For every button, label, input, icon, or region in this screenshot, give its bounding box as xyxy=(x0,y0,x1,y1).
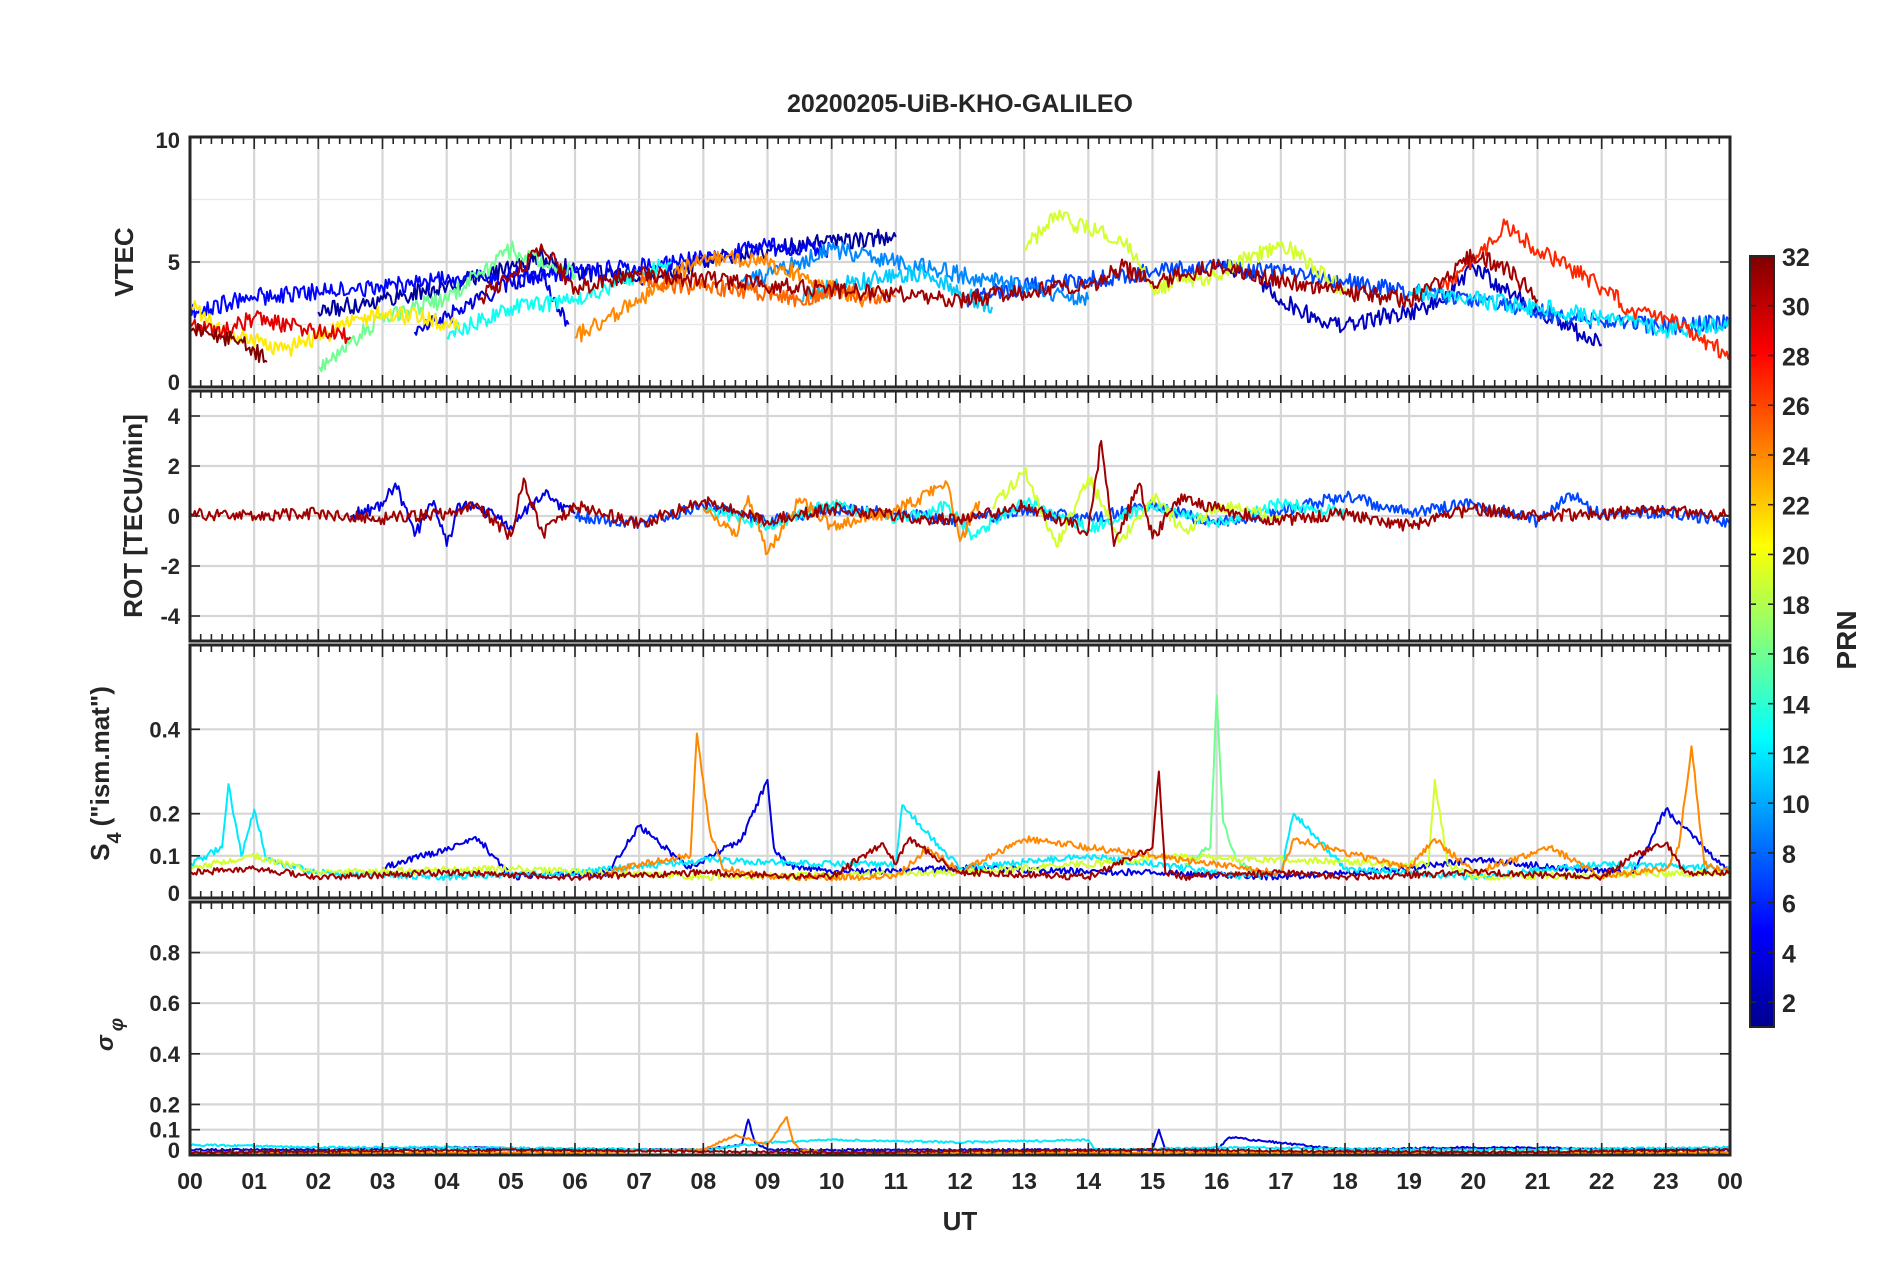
x-tick-label: 09 xyxy=(755,1168,781,1194)
series-prn-19 xyxy=(991,467,1281,548)
axes-box xyxy=(188,389,1732,643)
y-axis-label: VTEC xyxy=(109,227,139,297)
x-tick-label: 07 xyxy=(626,1168,652,1194)
axes-box xyxy=(188,643,1732,900)
colorbar-tick-label: 8 xyxy=(1782,841,1796,869)
y-axis-label: ROT [TECU/min] xyxy=(118,414,148,618)
y-tick-label: 5 xyxy=(168,250,180,275)
y-tick-label: 0.6 xyxy=(149,991,180,1016)
x-tick-label: 00 xyxy=(1717,1168,1743,1194)
x-tick-label: 08 xyxy=(691,1168,717,1194)
y-axis-label: S4("ism.mat") xyxy=(85,686,126,861)
series-prn-31 xyxy=(190,440,1730,547)
colorbar-tick-label: 4 xyxy=(1782,940,1796,968)
series-prn-19 xyxy=(1024,209,1346,296)
x-tick-label: 06 xyxy=(562,1168,588,1194)
panel-rot: 4 2 0 -2 -4 ROT [TECU/min] xyxy=(118,389,1732,643)
y-tick-label: 0.4 xyxy=(149,1042,180,1067)
axes-box xyxy=(188,135,1732,389)
x-tick-label: 18 xyxy=(1332,1168,1358,1194)
y-tick-label: 0.1 xyxy=(149,1118,180,1143)
x-tick-label: 20 xyxy=(1461,1168,1487,1194)
colorbar-tick-label: 6 xyxy=(1782,891,1796,919)
colorbar-tick-label: 28 xyxy=(1782,343,1810,371)
y-axis-label: σφ xyxy=(92,1018,128,1051)
series-prn-24 xyxy=(702,480,981,556)
x-tick-label: 23 xyxy=(1653,1168,1679,1194)
x-tick-label: 21 xyxy=(1525,1168,1551,1194)
colorbar-label: PRN xyxy=(1831,610,1862,669)
x-tick-label: 11 xyxy=(884,1168,909,1194)
y-tick-label: 0 xyxy=(168,370,180,395)
series-group xyxy=(190,694,1730,882)
colorbar-tick-label: 22 xyxy=(1782,493,1810,521)
series-prn-32 xyxy=(190,322,268,363)
panel-sigma_phi: 0.8 0.6 0.4 0.20.10 σφ 00 01 02 03 04 05 06 07 08 09 10… xyxy=(92,900,1743,1194)
y-tick-label: 0.1 xyxy=(149,844,180,869)
y-tick-label: -2 xyxy=(160,554,180,579)
colorbar-tick-label: 14 xyxy=(1782,692,1810,720)
y-tick-label: 0.8 xyxy=(149,941,180,966)
colorbar-tick-label: 2 xyxy=(1782,990,1796,1018)
series-prn-4 xyxy=(349,482,576,547)
series-prn-7 xyxy=(959,258,1730,336)
x-tick-label: 14 xyxy=(1076,1168,1102,1194)
y-tick-label: -4 xyxy=(160,604,180,629)
x-tick-label: 19 xyxy=(1396,1168,1422,1194)
colorbar-tick-label: 26 xyxy=(1782,393,1810,421)
x-tick-label: 15 xyxy=(1140,1168,1166,1194)
x-tick-label: 12 xyxy=(947,1168,973,1194)
y-tick-label: 0 xyxy=(168,504,180,529)
series-group xyxy=(190,440,1730,556)
x-tick-label: 13 xyxy=(1011,1168,1037,1194)
x-tick-label: 00 xyxy=(177,1168,203,1194)
y-tick-label: 0 xyxy=(168,1138,180,1163)
colorbar-tick-label: 18 xyxy=(1782,592,1810,620)
colorbar: 32 30 28 26 24 22 20 18 16 14 12 10 8 6 4 2 PRN xyxy=(1749,244,1862,1028)
x-tick-label: 05 xyxy=(498,1168,524,1194)
colorbar-tick-label: 12 xyxy=(1782,741,1810,769)
axes-box xyxy=(188,900,1732,1157)
y-tick-label: 10 xyxy=(156,128,180,153)
colorbar-tick-label: 30 xyxy=(1782,294,1810,322)
panel-s4: 0.4 0.2 0.1 0 S4("ism.mat") xyxy=(85,643,1732,906)
y-tick-label: 4 xyxy=(168,404,181,429)
x-tick-label: 16 xyxy=(1204,1168,1230,1194)
colorbar-tick-label: 24 xyxy=(1782,443,1810,471)
series-prn-13 xyxy=(702,497,1346,541)
series-group xyxy=(190,209,1730,373)
y-tick-label: 0.2 xyxy=(149,1092,180,1117)
chart-title: 20200205-UiB-KHO-GALILEO xyxy=(787,90,1133,118)
series-prn-12 xyxy=(1408,284,1730,339)
x-tick-label: 22 xyxy=(1589,1168,1615,1194)
y-tick-label: 0.2 xyxy=(149,802,180,827)
panel-vtec: 10 5 0 VTEC xyxy=(109,128,1732,395)
x-tick-label: 03 xyxy=(370,1168,396,1194)
x-axis-label: UT xyxy=(943,1206,978,1236)
series-prn-29 xyxy=(190,310,352,344)
series-prn-27 xyxy=(1441,218,1730,360)
x-tick-label: 02 xyxy=(306,1168,332,1194)
x-tick-label: 10 xyxy=(819,1168,845,1194)
y-tick-label: 2 xyxy=(168,454,180,479)
colorbar-tick-label: 20 xyxy=(1782,542,1810,570)
series-prn-31 xyxy=(190,770,1730,882)
x-tick-label: 17 xyxy=(1268,1168,1294,1194)
colorbar-gradient xyxy=(1749,255,1775,1028)
colorbar-tick-label: 16 xyxy=(1782,642,1810,670)
x-tick-label: 01 xyxy=(241,1168,267,1194)
colorbar-tick-label: 10 xyxy=(1782,791,1810,819)
series-prn-31 xyxy=(478,243,1539,309)
x-tick-label: 04 xyxy=(434,1168,460,1194)
y-tick-marks xyxy=(190,415,1730,617)
y-tick-label: 0 xyxy=(168,881,180,906)
y-tick-label: 0.4 xyxy=(149,717,180,742)
colorbar-tick-label: 32 xyxy=(1782,244,1810,272)
